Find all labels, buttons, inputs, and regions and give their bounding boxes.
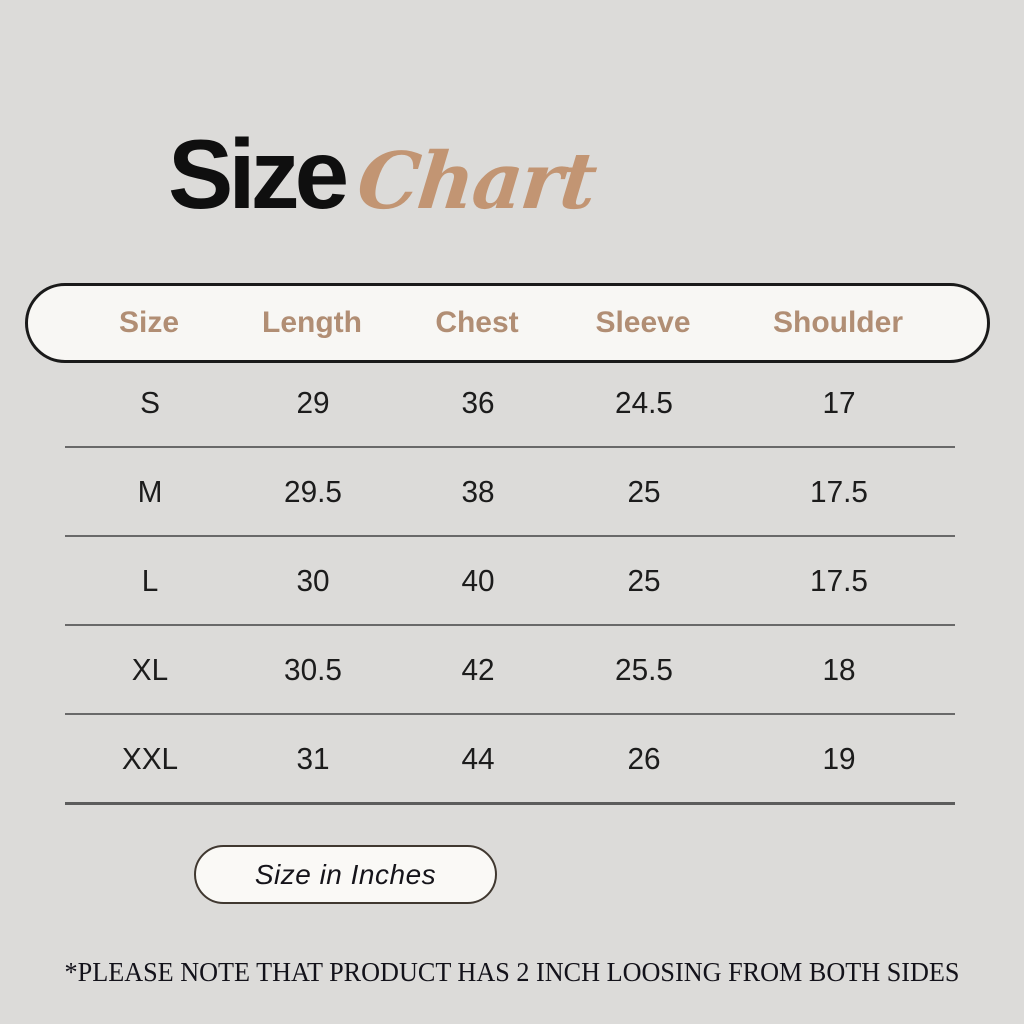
table-header-row: Size Length Chest Sleeve Shoulder <box>64 286 987 360</box>
measurement-value: 19 <box>822 740 856 776</box>
measurement-value: 18 <box>822 651 856 687</box>
header-cell-length: Length <box>262 306 362 339</box>
header-cell-size: Size <box>118 306 180 339</box>
measurement-value: 29.5 <box>284 473 342 509</box>
title-word-size: Size <box>168 119 349 229</box>
size-label: XL <box>131 651 169 687</box>
measurement-value: 38 <box>461 473 495 509</box>
measurement-value: 17.5 <box>810 473 868 509</box>
measurement-value: 30.5 <box>284 651 342 687</box>
table-row-l: L 30 40 25 17.5 <box>65 537 955 626</box>
page-title: Size Chart <box>168 118 599 231</box>
footnote: *PLEASE NOTE THAT PRODUCT HAS 2 INCH LOO… <box>64 957 960 987</box>
measurement-value: 24.5 <box>615 384 673 420</box>
measurement-value: 42 <box>461 651 495 687</box>
measurement-value: 25 <box>627 562 661 598</box>
measurement-value: 17.5 <box>810 562 868 598</box>
size-table: S 29 36 24.5 17 M 29.5 38 25 17.5 L 30 40 25 17.5 XL 30.… <box>65 359 955 805</box>
size-label: XXL <box>121 740 179 776</box>
measurement-value: 36 <box>461 384 495 420</box>
header-cell-chest: Chest <box>435 306 519 339</box>
table-row-s: S 29 36 24.5 17 <box>65 359 955 448</box>
table-header-pill: Size Length Chest Sleeve Shoulder <box>25 283 990 363</box>
table-row-xxl: XXL 31 44 26 19 <box>65 715 955 805</box>
measurement-value: 25.5 <box>615 651 673 687</box>
measurement-value: 26 <box>627 740 661 776</box>
measurement-value: 40 <box>461 562 495 598</box>
size-in-inches-badge: Size in Inches <box>194 845 497 904</box>
badge-label: Size in Inches <box>254 858 437 890</box>
size-label: L <box>141 562 159 598</box>
measurement-value: 25 <box>627 473 661 509</box>
size-label: S <box>140 384 160 420</box>
header-cell-sleeve: Sleeve <box>595 306 691 339</box>
measurement-value: 17 <box>822 384 856 420</box>
table-row-xl: XL 30.5 42 25.5 18 <box>65 626 955 715</box>
measurement-value: 31 <box>296 740 330 776</box>
header-cell-shoulder: Shoulder <box>772 306 903 339</box>
measurement-value: 44 <box>461 740 495 776</box>
title-word-chart: Chart <box>353 136 600 227</box>
size-label: M <box>137 473 163 509</box>
measurement-value: 30 <box>296 562 330 598</box>
table-row-m: M 29.5 38 25 17.5 <box>65 448 955 537</box>
measurement-value: 29 <box>296 384 330 420</box>
